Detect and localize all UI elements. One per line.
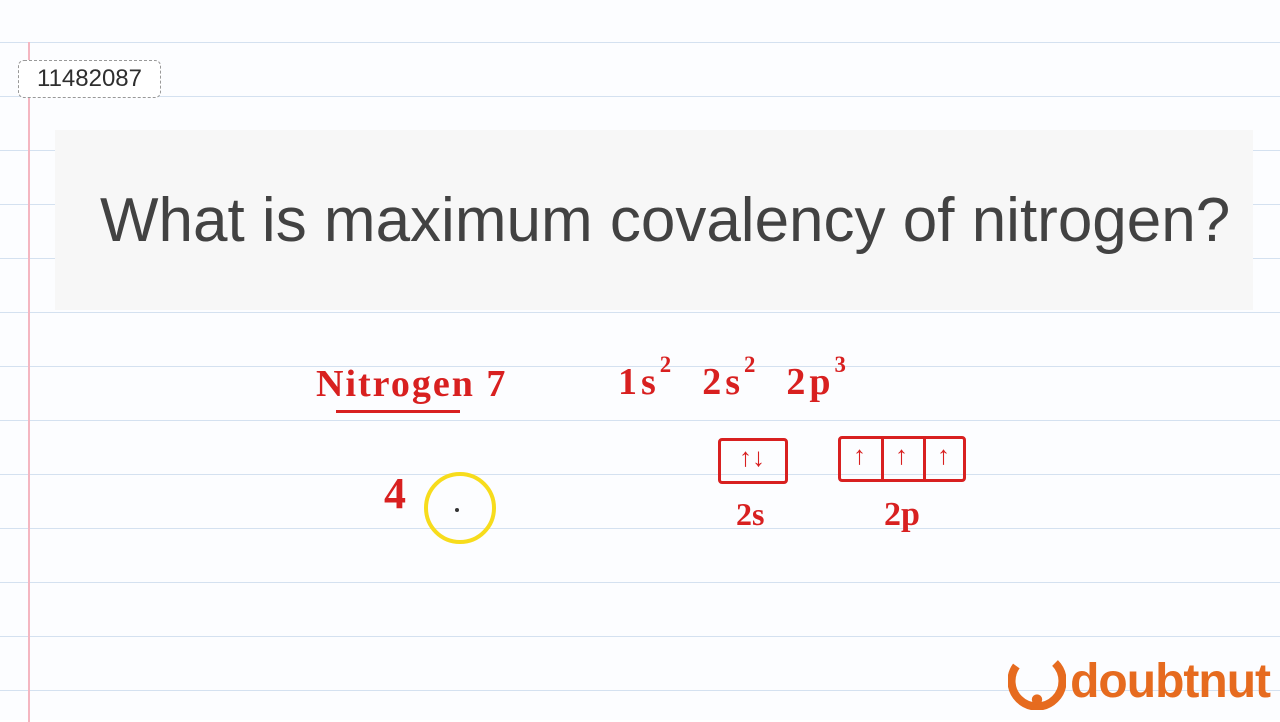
orbital-box-2p: ↑ ↑ ↑ — [838, 436, 966, 482]
ruled-line — [0, 312, 1280, 313]
logo-text: doubtnut — [1070, 654, 1270, 709]
spin-arrow-2p-2: ↑ — [895, 441, 908, 471]
ruled-line — [0, 582, 1280, 583]
spin-arrow-2p-3: ↑ — [937, 441, 950, 471]
ruled-line — [0, 420, 1280, 421]
question-block: What is maximum covalency of nitrogen? — [55, 130, 1253, 310]
orbital-2s-label: 2s — [736, 496, 764, 533]
orbital-divider-2 — [923, 439, 926, 479]
nitrogen-underline — [336, 410, 460, 413]
answer-dot — [455, 508, 459, 512]
orbital-box-2s: ↑↓ — [718, 438, 788, 484]
answer-circle — [424, 472, 496, 544]
question-id-box: 11482087 — [18, 60, 161, 98]
ruled-line — [0, 474, 1280, 475]
ruled-line — [0, 42, 1280, 43]
ruled-line — [0, 636, 1280, 637]
answer-four: 4 — [384, 468, 406, 519]
ruled-line — [0, 96, 1280, 97]
question-text: What is maximum covalency of nitrogen? — [100, 185, 1230, 256]
spin-arrow-2p-1: ↑ — [853, 441, 866, 471]
orbital-2p-label: 2p — [884, 496, 920, 534]
orbital-divider-1 — [881, 439, 884, 479]
margin-line — [28, 42, 30, 722]
doubtnut-logo: doubtnut — [1008, 652, 1270, 710]
electron-config: 1s2 2s2 2p3 — [618, 360, 850, 404]
ruled-line — [0, 528, 1280, 529]
question-id-text: 11482087 — [37, 65, 142, 92]
logo-icon — [1008, 652, 1066, 710]
nitrogen-label: Nitrogen 7 — [316, 362, 507, 406]
spin-arrows-2s: ↑↓ — [739, 443, 765, 473]
